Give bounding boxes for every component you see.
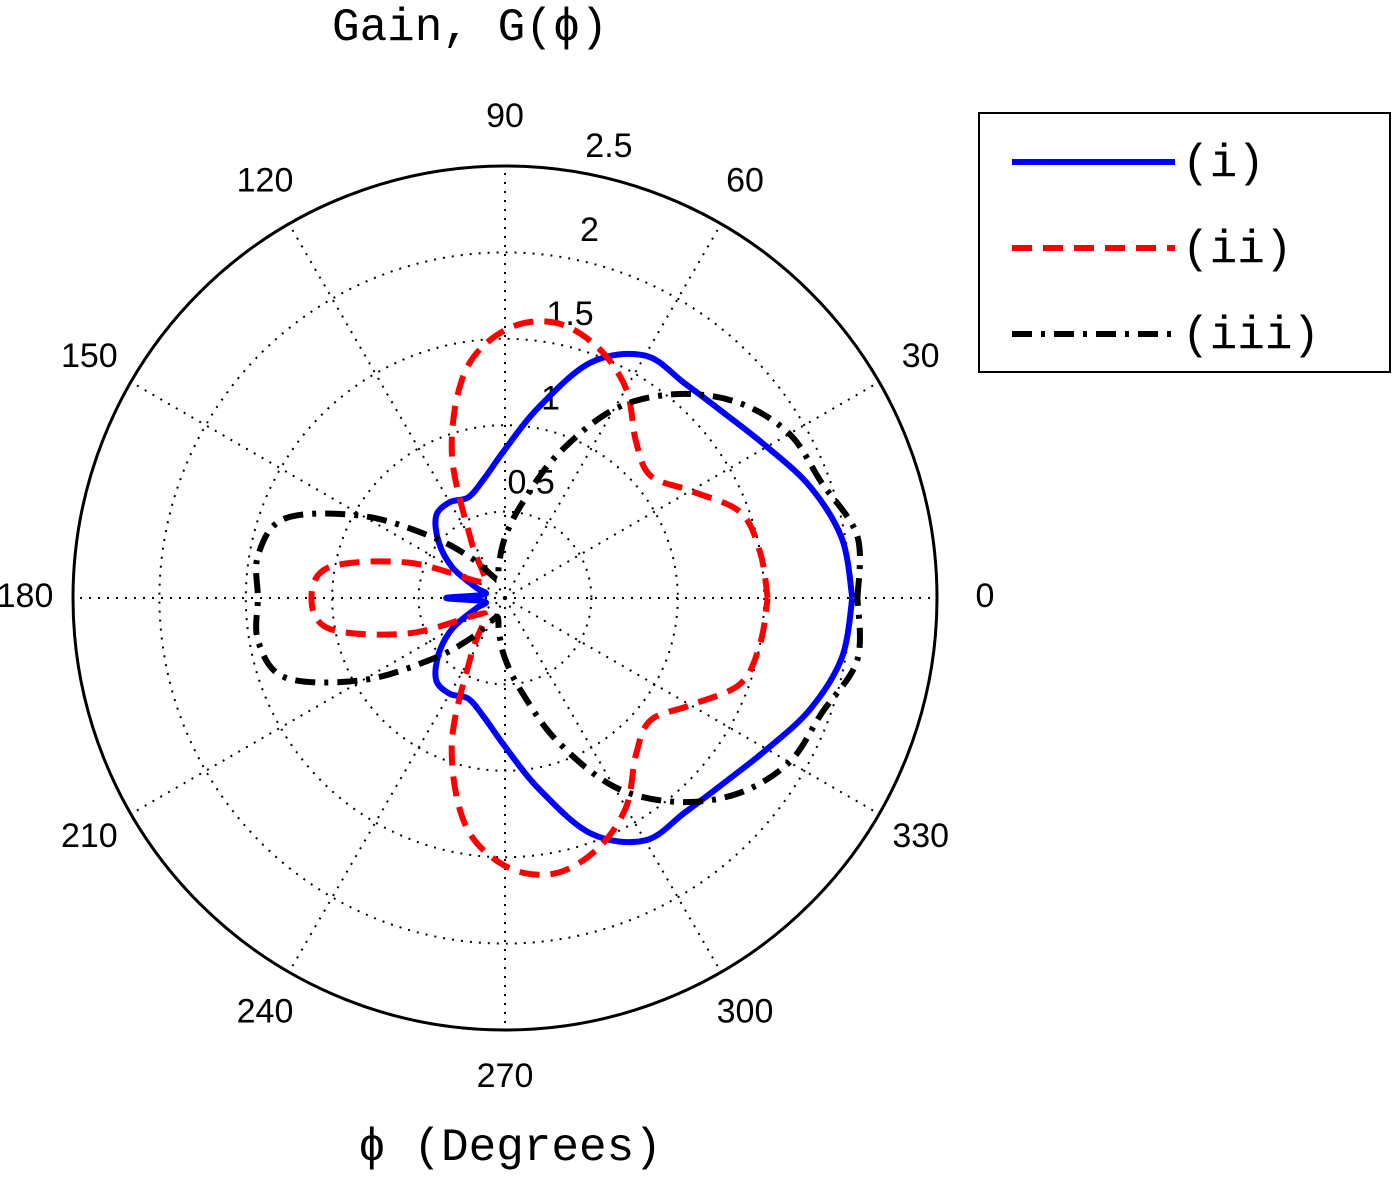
grid-spoke [504, 597, 880, 815]
theta-tick-label: 270 [477, 1057, 534, 1095]
r-tick-label: 2 [580, 211, 599, 249]
grid-spoke [130, 597, 506, 815]
legend-label: (i) [1182, 138, 1265, 190]
series-line [308, 318, 771, 878]
theta-tick-label: 0 [976, 577, 995, 615]
theta-tick-label: 180 [0, 577, 53, 615]
series-line [253, 390, 863, 806]
x-axis-label: ϕ (Degrees) [358, 1122, 662, 1174]
theta-tick-label: 300 [717, 993, 774, 1031]
r-tick-label: 2.5 [585, 127, 632, 165]
r-tick-label: 1.5 [546, 295, 593, 333]
theta-tick-label: 60 [726, 161, 764, 199]
series-line [432, 350, 856, 846]
legend-label: (ii) [1182, 224, 1292, 276]
legend-label: (iii) [1182, 310, 1320, 362]
legend-box [978, 112, 1391, 373]
grid-circle [244, 337, 766, 859]
theta-tick-label: 120 [237, 161, 294, 199]
theta-tick-label: 210 [61, 817, 118, 855]
theta-tick-label: 240 [237, 993, 294, 1031]
grid-circle [417, 510, 593, 686]
theta-tick-label: 30 [902, 337, 940, 375]
theta-tick-label: 330 [892, 817, 949, 855]
grid-spoke [504, 381, 880, 599]
grid-spoke [288, 597, 506, 973]
theta-tick-label: 90 [486, 97, 524, 135]
grid-spoke [504, 223, 722, 599]
grid-spoke [130, 381, 506, 599]
theta-tick-label: 150 [61, 337, 118, 375]
chart-title: Gain, G(ϕ) [332, 2, 608, 54]
outer-circle [71, 164, 939, 1032]
